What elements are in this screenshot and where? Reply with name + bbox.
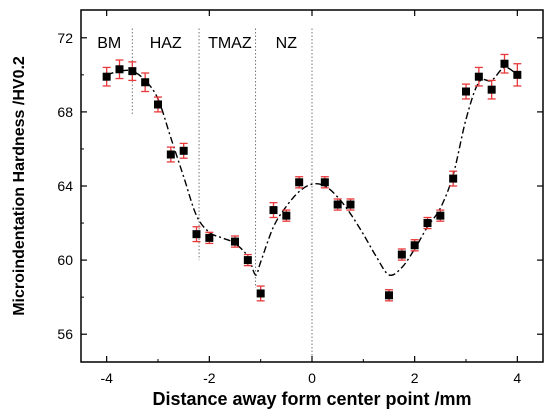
data-point (500, 59, 509, 68)
zone-boundaries (131, 28, 313, 362)
data-point (295, 178, 304, 187)
data-point (487, 85, 496, 94)
data-point (397, 250, 406, 259)
data-point (192, 230, 201, 239)
x-tick-label: -2 (203, 370, 216, 386)
y-tick-label: 68 (57, 104, 73, 120)
data-point (115, 65, 124, 74)
data-point (243, 256, 252, 265)
data-point (256, 289, 265, 298)
axis-ticks: -4 -2 0 2 4 56 60 64 68 72 (57, 10, 543, 386)
x-tick-label: 2 (411, 370, 419, 386)
data-point (474, 72, 483, 81)
data-point (462, 87, 470, 96)
zone-label: HAZ (150, 35, 182, 52)
zone-label: NZ (276, 35, 298, 52)
data-point (179, 146, 188, 155)
data-point (231, 237, 239, 246)
y-tick-label: 60 (57, 252, 73, 268)
data-point (333, 200, 342, 209)
data-point (128, 67, 137, 76)
zone-label: BM (97, 35, 121, 52)
data-point (141, 78, 150, 87)
data-point (282, 211, 291, 220)
data-point (385, 291, 393, 300)
x-axis-label: Distance away form center point /mm (152, 389, 471, 409)
data-point (320, 178, 329, 187)
data-point (436, 211, 445, 220)
data-point (102, 72, 111, 81)
data-point (166, 150, 175, 159)
y-axis-label: Microindentation Hardness /HV0.2 (11, 56, 28, 316)
data-point (513, 70, 522, 79)
y-tick-label: 72 (57, 30, 73, 46)
x-tick-label: 4 (513, 370, 521, 386)
fit-curve (106, 66, 518, 277)
data-point (346, 200, 355, 209)
x-tick-label: -4 (100, 370, 113, 386)
data-point (205, 233, 214, 242)
data-point (410, 241, 419, 250)
data-point (449, 174, 458, 183)
zone-labels: BM HAZ TMAZ NZ (97, 35, 297, 52)
data-points (102, 59, 522, 300)
data-point (423, 219, 432, 228)
x-tick-label: 0 (308, 370, 316, 386)
y-tick-label: 56 (57, 326, 73, 342)
data-point (154, 100, 162, 109)
zone-label: TMAZ (208, 35, 252, 52)
y-tick-label: 64 (57, 178, 73, 194)
data-point (269, 206, 278, 215)
